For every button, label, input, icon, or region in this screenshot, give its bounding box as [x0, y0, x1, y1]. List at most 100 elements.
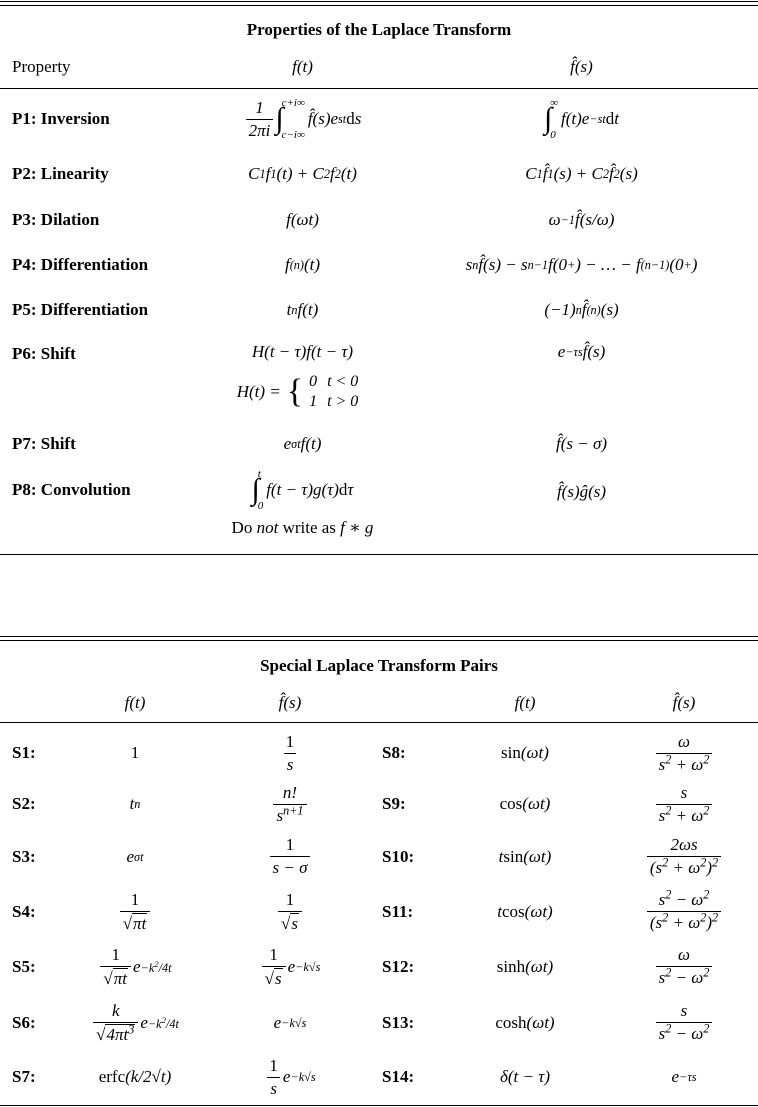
F-expression: f̂(s)ĝ(s): [556, 482, 607, 501]
F-cell: 1 √ s e −k√s: [210, 945, 370, 989]
F-expression: 1 √ s: [276, 890, 304, 934]
properties-header-row: Property f(t) f̂(s): [0, 54, 758, 80]
property-label: P4: Differentiation: [12, 254, 149, 274]
f-cell: e σt f(t): [200, 434, 405, 454]
square-root: √ s: [264, 967, 283, 988]
pair-row: S7: erfc (k/2√t) 1 s e −k√s S14: δ(t − τ) e −τs: [0, 1051, 758, 1103]
f-cell: sinh (ωt): [440, 957, 610, 977]
F-expression: 1 √ s e −k√s: [260, 945, 320, 989]
fraction: 1 √ s: [278, 890, 302, 934]
f-cell: cosh (ωt): [440, 1013, 610, 1033]
F-expression: ω s2 − ω2: [654, 945, 715, 988]
property-label: P8: Convolution: [12, 480, 131, 499]
pair-label: S13:: [382, 1012, 415, 1032]
property-label: P6: Shift: [12, 344, 76, 363]
f-expression: e σt f(t): [283, 434, 322, 453]
F-cell: 2ωs (s2 + ω2)2: [610, 835, 758, 878]
f-cell: f (n) (t): [200, 255, 405, 275]
pair-label: S4:: [12, 901, 36, 921]
F-expression: ω s2 + ω2: [654, 732, 715, 775]
F-cell: C 1 f̂ 1 (s) + C 2 f̂ 2 (s): [405, 164, 758, 184]
F-cell: n! sn+1: [210, 783, 370, 826]
f-expression: 1 √ πt e −k2/4t: [98, 945, 172, 989]
F-cell: ω s2 + ω2: [610, 732, 758, 775]
property-row: P5: Differentiation t n f(t) (−1) n f̂ (n) (s): [0, 287, 758, 332]
F-cell: s n f̂(s) − s n−1 f(0 +) − … − f (n−1) (0 +): [405, 255, 758, 275]
f-cell: C 1 f 1 (t) + C 2 f 2 (t): [200, 164, 405, 184]
header-F-left: f̂(s): [278, 693, 302, 712]
f-cell: t sin (ωt): [440, 847, 610, 867]
pair-label: S11:: [382, 901, 414, 921]
F-cell: ω −1 f̂(s/ω): [405, 210, 758, 230]
F-expression: s2 − ω2 (s2 + ω2)2: [645, 888, 723, 933]
f-expression: 1 √ πt: [118, 890, 153, 934]
f-cell: t cos (ωt): [440, 902, 610, 922]
property-label: P7: Shift: [12, 434, 76, 453]
property-row: P2: Linearity C 1 f 1 (t) + C 2 f 2 (t) C 1 f̂ 1 (s) +…: [0, 150, 758, 197]
integral-sign: ∫ c+i∞ c−i∞: [275, 97, 305, 141]
f-cell: e σt: [60, 847, 210, 867]
F-cell: s s2 − ω2: [610, 1001, 758, 1044]
fraction: 1 √ πt: [119, 890, 151, 934]
f-cell: 1 √ πt: [60, 890, 210, 934]
F-cell: e −k√s: [210, 1013, 370, 1033]
pair-label: S1:: [12, 743, 36, 762]
F-cell: 1 √ s: [210, 890, 370, 934]
fraction: ω s2 − ω2: [655, 945, 713, 988]
convolution-note: Do not write as f ∗ g: [231, 518, 374, 537]
pair-row: S3: e σt 1 s − σ S10: t sin (ωt) 2ωs (s2 + ω2)2: [0, 829, 758, 884]
fraction: 2ωs (s2 + ω2)2: [646, 835, 722, 878]
F-cell: (−1) n f̂ (n) (s): [405, 300, 758, 320]
F-expression: e −τs: [671, 1067, 697, 1086]
header-f-right: f(t): [514, 693, 536, 712]
fraction: s s2 − ω2: [655, 1001, 713, 1044]
f-cell: 1: [60, 743, 210, 763]
integral-sign: ∫ t 0: [251, 468, 264, 512]
F-expression: 2ωs (s2 + ω2)2: [645, 835, 723, 878]
f-expression: cosh (ωt): [495, 1012, 555, 1032]
F-expression: C 1 f̂ 1 (s) + C 2 f̂ 2 (s): [525, 163, 638, 183]
f-expression: sinh (ωt): [496, 956, 554, 976]
fraction: 1 √ πt: [100, 945, 132, 989]
pair-row: S1: 1 1 s S8: sin (ωt) ω s2 + ω2: [0, 727, 758, 779]
header-property: Property: [12, 57, 71, 76]
pairs-header-rule: [0, 722, 758, 723]
pair-label: S12:: [382, 956, 415, 976]
pair-row: S4: 1 √ πt 1 √ s S11: t cos (ωt) s2 − ω2 (s2 + ω2)2: [0, 884, 758, 939]
f-cell: f(ωt): [200, 210, 405, 230]
pair-label: S8:: [382, 743, 406, 762]
header-rule: [0, 88, 758, 89]
F-expression: f̂(s − σ): [555, 434, 608, 453]
f-expression: f (n) (t): [284, 254, 321, 274]
f-expression: e σt: [126, 846, 144, 866]
F-expression: s s2 + ω2: [654, 783, 715, 826]
f-expression: cos (ωt): [499, 794, 551, 813]
F-expression: s s2 − ω2: [654, 1001, 715, 1044]
pair-row: S5: 1 √ πt e −k2/4t 1 √ s e −k√s S12: sinh (ωt) ω s2 − …: [0, 939, 758, 994]
f-expression: C 1 f 1 (t) + C 2 f 2 (t): [248, 163, 357, 183]
header-F: f̂(s): [570, 57, 593, 76]
pair-label: S14:: [382, 1067, 415, 1086]
f-expression: H(t − τ)f(t − τ): [251, 342, 354, 361]
header-F-right: f̂(s): [672, 693, 696, 712]
F-cell: e −τs: [610, 1067, 758, 1087]
integral-sign: ∫ ∞ 0: [543, 97, 559, 141]
f-cell: 1 √ πt e −k2/4t: [60, 945, 210, 989]
f-expression: δ(t − τ): [499, 1067, 550, 1086]
fraction: s2 − ω2 (s2 + ω2)2: [646, 888, 722, 933]
pairs-double-rule-1: [0, 636, 758, 637]
property-row: P3: Dilation f(ωt) ω −1 f̂(s/ω): [0, 197, 758, 242]
f-expression: erfc (k/2√t): [98, 1067, 172, 1086]
pair-label: S2:: [12, 794, 36, 813]
f-expression: f(ωt): [286, 209, 319, 229]
